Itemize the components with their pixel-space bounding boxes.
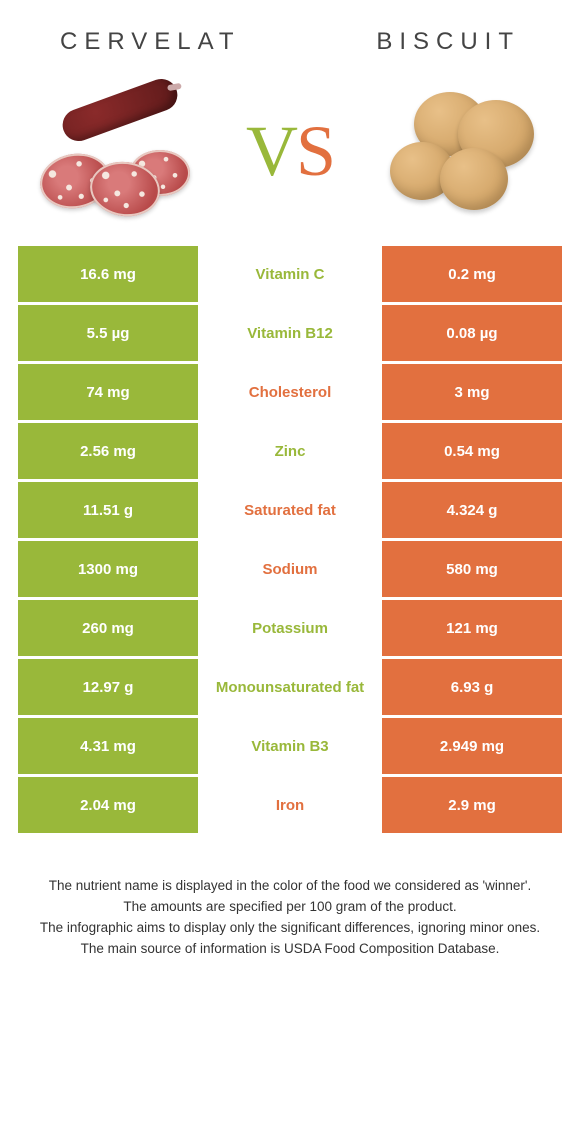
right-value-cell: 0.54 mg [382,423,562,479]
table-row: 74 mgCholesterol3 mg [18,364,562,420]
nutrient-name-cell: Sodium [198,541,382,597]
nutrient-name-cell: Zinc [198,423,382,479]
right-value-cell: 121 mg [382,600,562,656]
nutrient-name-cell: Vitamin B12 [198,305,382,361]
right-value-cell: 6.93 g [382,659,562,715]
cervelat-image [40,86,200,216]
nutrient-name-cell: Vitamin B3 [198,718,382,774]
nutrient-name-cell: Saturated fat [198,482,382,538]
footer-notes: The nutrient name is displayed in the co… [0,836,580,960]
footer-line: The nutrient name is displayed in the co… [30,876,550,897]
left-value-cell: 16.6 mg [18,246,198,302]
table-row: 1300 mgSodium580 mg [18,541,562,597]
right-value-cell: 0.08 µg [382,305,562,361]
biscuit-image [380,86,540,216]
nutrient-name-cell: Cholesterol [198,364,382,420]
hero-row: VS [0,66,580,246]
left-value-cell: 260 mg [18,600,198,656]
header: Cervelat Biscuit [0,0,580,66]
footer-line: The infographic aims to display only the… [30,918,550,939]
right-food-title: Biscuit [376,28,520,56]
nutrient-name-cell: Vitamin C [198,246,382,302]
table-row: 2.56 mgZinc0.54 mg [18,423,562,479]
footer-line: The amounts are specified per 100 gram o… [30,897,550,918]
right-value-cell: 2.949 mg [382,718,562,774]
nutrient-name-cell: Iron [198,777,382,833]
comparison-table: 16.6 mgVitamin C0.2 mg5.5 µgVitamin B120… [0,246,580,833]
left-value-cell: 74 mg [18,364,198,420]
right-value-cell: 4.324 g [382,482,562,538]
footer-line: The main source of information is USDA F… [30,939,550,960]
left-value-cell: 11.51 g [18,482,198,538]
table-row: 2.04 mgIron2.9 mg [18,777,562,833]
left-value-cell: 1300 mg [18,541,198,597]
vs-label: VS [246,110,334,193]
left-value-cell: 2.56 mg [18,423,198,479]
left-value-cell: 5.5 µg [18,305,198,361]
vs-s: S [296,111,334,191]
vs-v: V [246,111,296,191]
right-value-cell: 0.2 mg [382,246,562,302]
table-row: 260 mgPotassium121 mg [18,600,562,656]
table-row: 4.31 mgVitamin B32.949 mg [18,718,562,774]
right-value-cell: 580 mg [382,541,562,597]
nutrient-name-cell: Monounsaturated fat [198,659,382,715]
table-row: 16.6 mgVitamin C0.2 mg [18,246,562,302]
table-row: 11.51 gSaturated fat4.324 g [18,482,562,538]
left-value-cell: 12.97 g [18,659,198,715]
table-row: 5.5 µgVitamin B120.08 µg [18,305,562,361]
table-row: 12.97 gMonounsaturated fat6.93 g [18,659,562,715]
left-value-cell: 2.04 mg [18,777,198,833]
right-value-cell: 2.9 mg [382,777,562,833]
right-value-cell: 3 mg [382,364,562,420]
nutrient-name-cell: Potassium [198,600,382,656]
left-value-cell: 4.31 mg [18,718,198,774]
left-food-title: Cervelat [60,28,241,56]
